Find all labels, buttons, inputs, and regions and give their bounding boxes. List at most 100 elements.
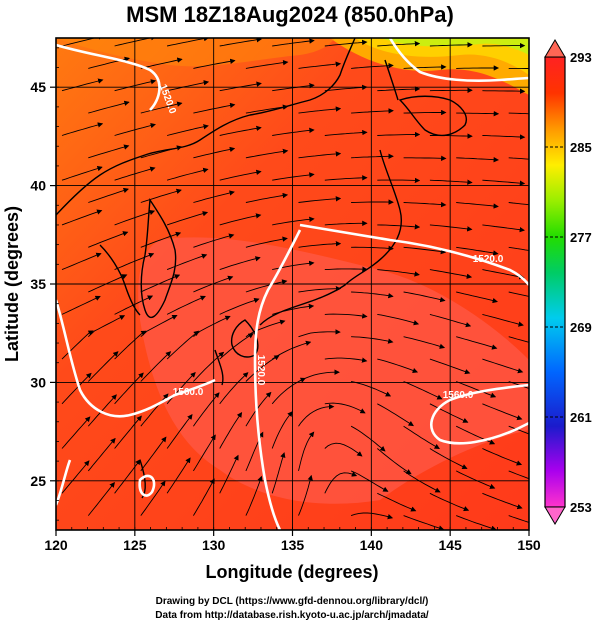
x-axis: 120 125 130 135 140 145 150 — [44, 527, 541, 553]
streamline — [403, 470, 441, 493]
streamline — [456, 246, 499, 256]
streamline — [61, 416, 91, 449]
colorbar-gradient — [544, 56, 566, 508]
streamline — [88, 274, 128, 293]
x-tick-label: 120 — [44, 537, 68, 553]
streamline — [403, 291, 446, 303]
streamline — [166, 211, 209, 226]
colorbar: 293 285 277 269 261 253 — [544, 39, 592, 525]
streamline — [298, 241, 342, 248]
streamline — [219, 213, 262, 226]
streamline — [403, 381, 443, 400]
field-region-cool — [355, 38, 529, 75]
streamline — [88, 187, 129, 203]
grid — [56, 38, 529, 530]
streamline — [166, 295, 206, 315]
streamline — [114, 415, 142, 449]
streamline — [403, 109, 447, 116]
streamline — [271, 452, 286, 494]
streamline — [245, 104, 289, 114]
streamline — [245, 279, 288, 293]
streamline — [482, 313, 524, 327]
streamline — [298, 106, 342, 114]
streamline — [166, 371, 196, 405]
streamline — [377, 41, 421, 47]
streamline — [140, 436, 167, 472]
streamline — [298, 286, 342, 293]
y-axis-label: Latitude (degrees) — [2, 206, 22, 362]
streamline — [193, 233, 235, 248]
x-tick-label: 145 — [438, 537, 462, 553]
y-tick-label: 25 — [30, 473, 46, 489]
streamline — [166, 167, 209, 181]
streamline — [219, 333, 254, 360]
streamline — [298, 329, 341, 338]
streamline — [193, 392, 220, 427]
streamline — [140, 231, 182, 248]
streamline — [324, 84, 368, 92]
streamlines — [61, 38, 529, 530]
streamline — [456, 336, 498, 350]
streamline — [351, 381, 392, 397]
streamline — [193, 58, 236, 69]
streamline — [403, 246, 447, 255]
streamline — [61, 252, 102, 271]
streamline — [193, 351, 225, 382]
colorbar-tick-label: 285 — [570, 140, 592, 155]
streamline — [245, 192, 289, 203]
streamline — [87, 481, 115, 516]
plot-area: 1520.0 1520.0 1520.0 1560.0 1560.0 — [56, 38, 529, 530]
streamline — [193, 190, 235, 203]
x-tick-label: 130 — [202, 537, 226, 553]
streamline — [272, 303, 315, 315]
streamline — [508, 202, 529, 206]
streamline — [403, 425, 440, 449]
streamline — [324, 175, 368, 181]
streamline — [351, 291, 394, 299]
y-tick-label: 35 — [30, 276, 46, 292]
streamline — [377, 448, 412, 475]
streamline — [272, 216, 315, 226]
streamline — [140, 480, 166, 516]
streamline — [114, 79, 157, 92]
streamline — [193, 146, 236, 159]
colorbar-tick-label: 261 — [570, 410, 592, 425]
y-tick-label: 40 — [30, 178, 46, 194]
contour-label: 1520.0 — [473, 254, 504, 265]
streamline — [324, 357, 368, 363]
streamline — [193, 102, 236, 114]
streamline — [193, 434, 216, 472]
streamline — [377, 403, 414, 427]
streamline — [351, 108, 394, 114]
streamline — [403, 336, 446, 349]
streamline — [324, 266, 368, 272]
streamline — [429, 492, 470, 512]
credit-drawing: Drawing by DCL (https://www.gfd-dennou.o… — [156, 596, 429, 607]
colorbar-min-triangle — [544, 506, 566, 525]
streamline — [61, 166, 103, 181]
streamline — [351, 245, 394, 252]
streamline — [403, 64, 447, 70]
streamline — [456, 202, 499, 209]
streamline — [193, 478, 215, 516]
streamline — [429, 42, 473, 48]
streamline — [482, 179, 526, 186]
streamline — [219, 454, 239, 494]
streamline — [324, 442, 363, 457]
streamline — [298, 196, 342, 203]
colorbar-tick-label: 269 — [570, 320, 592, 335]
y-tick-label: 30 — [30, 374, 46, 390]
streamline — [298, 151, 342, 159]
streamline — [429, 224, 473, 232]
colorbar-max-triangle — [544, 39, 566, 58]
streamline — [140, 274, 181, 293]
streamline — [429, 403, 469, 423]
streamline — [456, 110, 500, 117]
streamline — [377, 269, 420, 277]
streamline — [324, 471, 358, 494]
streamline — [482, 492, 523, 510]
streamline — [114, 459, 141, 494]
streamline — [140, 351, 172, 382]
streamline — [377, 224, 421, 230]
streamline — [88, 144, 130, 159]
